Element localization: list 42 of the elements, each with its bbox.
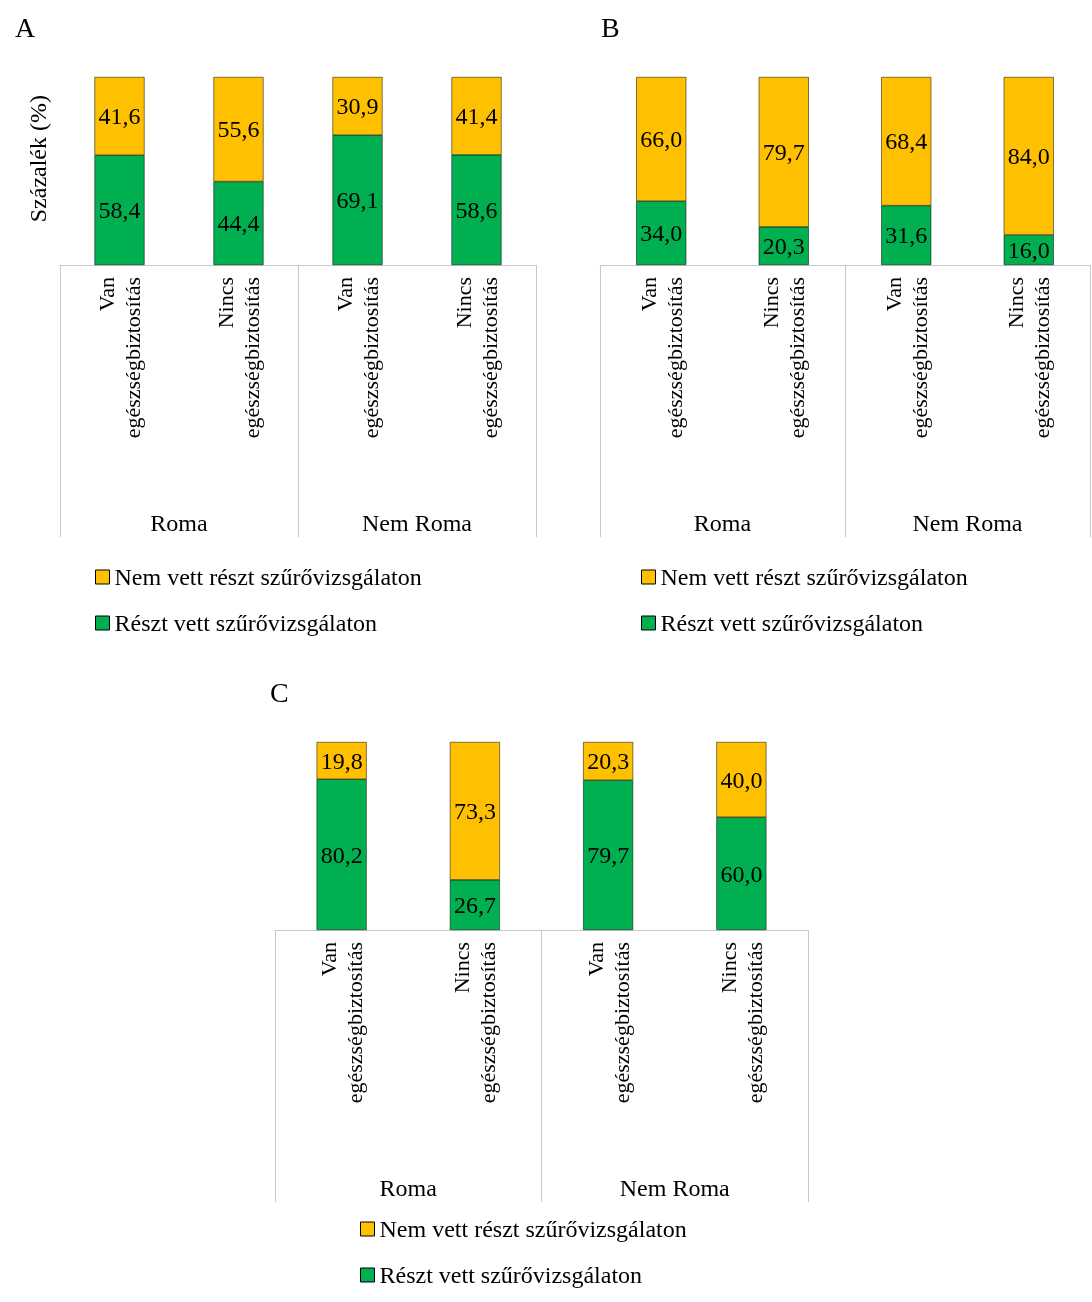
data-label: 31,6: [885, 222, 928, 249]
data-label: 79,7: [762, 138, 805, 165]
text: Roma: [693, 510, 752, 536]
legend-label: Részt vett szűrővizsgálaton: [660, 610, 924, 636]
data-label: 20,3: [762, 232, 805, 259]
legend-label: Nem vett részt szűrővizsgálaton: [379, 1216, 687, 1242]
data-label: 84,0: [1007, 142, 1050, 169]
text: Nem Roma: [362, 510, 473, 536]
legend-label: Részt vett szűrővizsgálaton: [114, 610, 378, 636]
data-label: 58,4: [98, 197, 141, 224]
data-label: 26,7: [453, 891, 496, 918]
data-label: 60,0: [720, 860, 763, 887]
x-tick-label: Van egészségbiztosítás: [94, 277, 145, 439]
data-label: 16,0: [1007, 236, 1050, 263]
text: Nem Roma: [912, 510, 1023, 536]
chart-title: C: [270, 676, 289, 708]
data-label: 55,6: [217, 116, 260, 143]
data-label: 80,2: [320, 841, 363, 868]
text: Roma: [150, 510, 209, 536]
data-label: 20,3: [587, 748, 630, 775]
data-label: 58,6: [455, 196, 498, 223]
legend-label: Részt vett szűrővizsgálaton: [379, 1262, 643, 1288]
data-label: 41,4: [455, 102, 498, 129]
legend-label: Nem vett részt szűrővizsgálaton: [660, 564, 968, 590]
data-label: 66,0: [640, 126, 683, 153]
data-label: 34,0: [640, 220, 683, 247]
data-label: 41,6: [98, 103, 141, 130]
data-label: 44,4: [217, 210, 260, 237]
data-label: 68,4: [885, 128, 928, 155]
data-label: 69,1: [336, 187, 379, 214]
text: Nem Roma: [619, 1175, 731, 1201]
chart-title: B: [601, 11, 620, 43]
data-label: 73,3: [453, 797, 496, 824]
data-label: 30,9: [336, 93, 379, 120]
x-tick-label: Van egészségbiztosítás: [316, 942, 368, 1104]
data-label: 40,0: [720, 766, 763, 793]
data-label: 19,8: [320, 747, 363, 774]
text: Roma: [379, 1175, 438, 1201]
y-axis-title: Százalék (%): [25, 94, 51, 223]
legend-label: Nem vett részt szűrővizsgálaton: [114, 564, 422, 590]
chart-title: A: [15, 11, 36, 43]
data-label: 79,7: [587, 842, 630, 869]
